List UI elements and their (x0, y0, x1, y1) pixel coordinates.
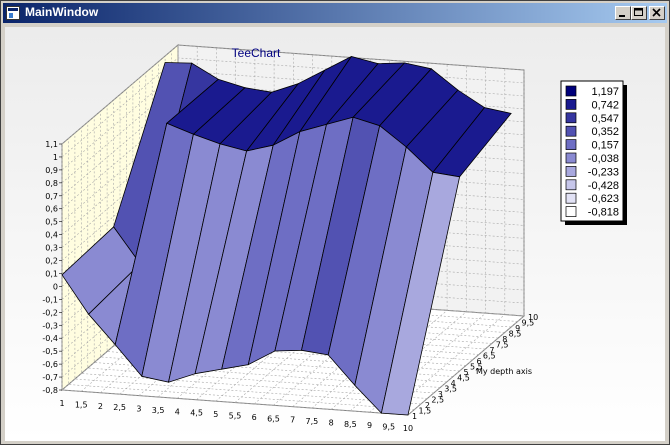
window-title: MainWindow (25, 5, 99, 19)
x-tick-label: 7,5 (306, 417, 319, 426)
minimize-button[interactable] (615, 6, 631, 20)
close-button[interactable] (649, 6, 665, 20)
x-tick-label: 9,5 (382, 423, 395, 432)
y-tick-label: 0,2 (45, 257, 58, 266)
maximize-button[interactable] (631, 6, 647, 20)
x-tick-label: 8 (329, 418, 334, 427)
legend-label: 0,547 (591, 113, 619, 125)
legend-swatch (565, 179, 577, 191)
legend-swatch (565, 139, 577, 150)
depth-tick-label: 9,5 (522, 319, 535, 328)
minimize-icon (619, 15, 625, 17)
legend-label: 0,157 (591, 140, 619, 152)
legend-swatch (565, 85, 577, 97)
depth-tick-label: 9 (515, 324, 520, 333)
y-tick-label: 0,8 (45, 179, 58, 188)
depth-tick-label: 3 (438, 390, 443, 399)
x-grid-line (388, 68, 506, 414)
surface-cell (380, 171, 461, 416)
maximize-icon (634, 8, 643, 16)
depth-tick-label: 5 (464, 368, 469, 377)
y-tick-label: 0 (53, 282, 58, 291)
axis-ticks: 1,1 1 0,9 0,8 0,7 0,6 0,5 0,4 0,3 0,2 0,1 0 -0,1 -0,2… (42, 140, 538, 433)
legend-swatch (565, 152, 577, 164)
depth-tick-label: 1,5 (418, 407, 431, 416)
chart-title: TeeChart (232, 46, 281, 60)
y-tick-label: 0,5 (45, 218, 58, 227)
x-tick-label: 4,5 (190, 409, 203, 418)
x-tick-label: 2,5 (113, 403, 126, 412)
y-tick-label: 0,9 (45, 166, 58, 175)
y-tick-label: 1,1 (45, 140, 58, 149)
depth-tick-label: 10 (528, 313, 538, 322)
legend-swatch (565, 166, 577, 177)
depth-tick-label: 1 (412, 412, 417, 421)
legend-label: -0,233 (588, 166, 619, 178)
x-tick-label: 10 (403, 424, 413, 433)
legend-label: 0,352 (591, 126, 619, 138)
x-tick-label: 2 (98, 402, 103, 411)
x-tick-label: 7 (290, 416, 295, 425)
depth-tick-label: 6,5 (483, 352, 496, 361)
title-bar[interactable]: MainWindow (3, 3, 667, 23)
x-tick-label: 1,5 (75, 400, 88, 409)
depth-tick-label: 8 (502, 335, 507, 344)
y-tick-label: -0,1 (42, 295, 58, 304)
x-tick-label: 3 (136, 405, 141, 414)
x-tick-label: 4 (175, 407, 180, 416)
x-tick-label: 5 (213, 410, 218, 419)
x-tick-label: 3,5 (152, 406, 165, 415)
depth-tick-label: 6 (476, 357, 481, 366)
legend-swatch (565, 99, 577, 110)
y-tick-label: 0,1 (45, 269, 58, 278)
y-tick-label: 1 (53, 153, 58, 162)
depth-tick-label: 7,5 (496, 341, 509, 350)
surface-mesh (61, 56, 512, 416)
depth-tick-label: 3,5 (444, 385, 457, 394)
depth-tick-label: 2,5 (431, 396, 444, 405)
depth-axis-title: My depth axis (476, 367, 532, 376)
x-tick-label: 8,5 (344, 420, 357, 429)
y-tick-label: 0,4 (45, 231, 58, 240)
legend-swatch (565, 125, 577, 137)
legend-swatch (565, 112, 577, 124)
x-tick-label: 5,5 (229, 412, 242, 421)
x-tick-label: 6 (252, 413, 257, 422)
legend-label: -0,818 (588, 207, 619, 219)
surface-chart: 1,1 1 0,9 0,8 0,7 0,6 0,5 0,4 0,3 0,2 0,1 0 -0,1 -0,2… (5, 27, 665, 441)
y-tick-label: -0,6 (42, 360, 58, 369)
app-icon (6, 6, 20, 20)
depth-tick-label: 8,5 (509, 330, 522, 339)
y-tick-label: 0,6 (45, 205, 58, 214)
legend-label: -0,428 (588, 180, 619, 192)
y-tick-label: -0,7 (42, 373, 58, 382)
legend-label: 1,197 (591, 86, 619, 98)
legend-swatch (565, 206, 577, 217)
y-tick-label: 0,7 (45, 192, 58, 201)
x-tick-label: 9 (367, 421, 372, 430)
y-tick-label: -0,2 (42, 308, 58, 317)
x-tick-label: 6,5 (267, 414, 280, 423)
y-tick-label: -0,8 (42, 386, 58, 395)
depth-tick-label: 2 (425, 401, 430, 410)
y-tick-label: -0,5 (42, 347, 58, 356)
legend-label: -0,038 (588, 153, 619, 165)
x-grid-line (369, 67, 486, 413)
y-tick-label: 0,3 (45, 244, 58, 253)
close-icon (652, 8, 661, 17)
x-tick-label: 1 (59, 399, 64, 408)
chart-panel: 1,1 1 0,9 0,8 0,7 0,6 0,5 0,4 0,3 0,2 0,1 0 -0,1 -0,2… (5, 27, 665, 441)
legend-label: -0,623 (588, 193, 619, 205)
depth-tick-label: 4,5 (457, 374, 470, 383)
depth-tick-label: 7 (489, 346, 494, 355)
y-tick-label: -0,4 (42, 334, 58, 343)
y-tick-label: -0,3 (42, 321, 58, 330)
depth-tick-label: 4 (451, 379, 456, 388)
depth-tick-label: 5,5 (470, 363, 483, 372)
legend-label: 0,742 (591, 99, 619, 111)
legend-swatch (565, 192, 577, 204)
